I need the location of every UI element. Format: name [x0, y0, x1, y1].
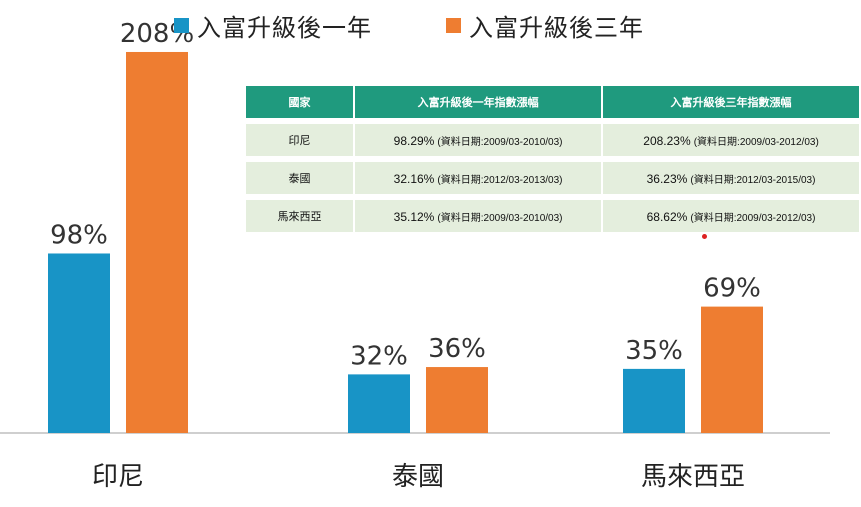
x-tick-label: 印尼 [92, 462, 144, 492]
table-row: 馬來西亞 35.12% (資料日期:2009/03-2010/03) 68.62… [246, 200, 859, 232]
table-header-row: 國家 入富升級後一年指數漲幅 入富升級後三年指數漲幅 [246, 86, 859, 118]
x-tick-label: 泰國 [392, 462, 444, 492]
legend-label-series1: 入富升級後一年 [197, 14, 372, 42]
table-cell-three-year: 36.23% (資料日期:2012/03-2015/03) [603, 162, 859, 194]
table-header-country: 國家 [246, 86, 354, 118]
table-cell-one-year: 98.29% (資料日期:2009/03-2010/03) [355, 124, 602, 156]
bar-three-year-0 [126, 51, 188, 434]
cell-note: (資料日期:2009/03-2012/03) [693, 136, 819, 148]
legend: 入富升級後一年 入富升級後三年 [0, 8, 861, 44]
bar-three-year-2 [701, 306, 763, 433]
cell-pct: 98.29% [393, 133, 435, 148]
legend-item-series2: 入富升級後三年 [446, 8, 644, 43]
table-cell-one-year: 32.16% (資料日期:2012/03-2013/03) [355, 162, 602, 194]
bar-one-year-1 [348, 374, 410, 433]
cell-note: (資料日期:2012/03-2015/03) [690, 174, 816, 186]
table-cell-three-year: 208.23% (資料日期:2009/03-2012/03) [603, 124, 859, 156]
cell-pct: 36.23% [646, 171, 688, 186]
bar-one-year-0 [48, 253, 110, 433]
table-cell-one-year: 35.12% (資料日期:2009/03-2010/03) [355, 200, 602, 232]
data-label: 32% [350, 341, 408, 371]
cell-pct: 208.23% [643, 133, 691, 148]
table-cell-country: 馬來西亞 [246, 200, 354, 232]
table-header-three-year: 入富升級後三年指數漲幅 [603, 86, 859, 118]
bar-one-year-2 [623, 368, 685, 433]
data-label: 35% [625, 336, 683, 366]
cell-note: (資料日期:2009/03-2010/03) [437, 212, 563, 224]
table-header-one-year: 入富升級後一年指數漲幅 [355, 86, 602, 118]
red-dot-marker [702, 234, 707, 239]
cell-note: (資料日期:2012/03-2013/03) [437, 174, 563, 186]
table-cell-country: 泰國 [246, 162, 354, 194]
table-cell-country: 印尼 [246, 124, 354, 156]
cell-pct: 68.62% [646, 209, 688, 224]
cell-pct: 35.12% [393, 209, 435, 224]
table-cell-three-year: 68.62% (資料日期:2009/03-2012/03) [603, 200, 859, 232]
legend-swatch-series2 [446, 18, 461, 33]
data-label: 69% [703, 274, 761, 304]
data-label: 36% [428, 334, 486, 364]
cell-note: (資料日期:2009/03-2012/03) [690, 212, 816, 224]
cell-note: (資料日期:2009/03-2010/03) [437, 136, 563, 148]
table-row: 印尼 98.29% (資料日期:2009/03-2010/03) 208.23%… [246, 124, 859, 156]
x-tick-label: 馬來西亞 [641, 462, 745, 492]
table-row: 泰國 32.16% (資料日期:2012/03-2013/03) 36.23% … [246, 162, 859, 194]
legend-label-series2: 入富升級後三年 [469, 14, 644, 42]
legend-item-series1: 入富升級後一年 [174, 8, 372, 43]
legend-swatch-series1 [174, 18, 189, 33]
data-table: 國家 入富升級後一年指數漲幅 入富升級後三年指數漲幅 印尼 98.29% (資料… [244, 80, 861, 238]
data-label: 98% [50, 220, 108, 250]
cell-pct: 32.16% [393, 171, 435, 186]
bar-three-year-1 [426, 367, 488, 433]
